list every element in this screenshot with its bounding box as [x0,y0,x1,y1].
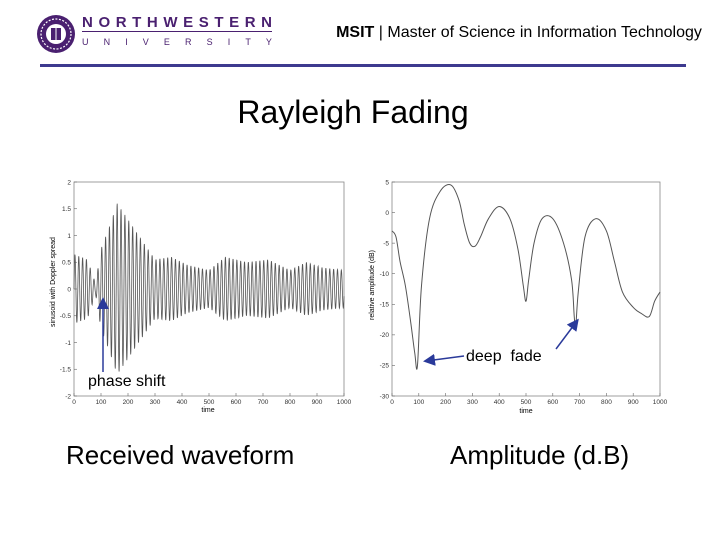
left-y-tick-label: 0 [67,286,71,293]
right-x-axis-label: time [519,408,532,415]
brand-bottom-letter: N [103,37,111,47]
brand-top-letter: E [229,14,240,31]
brand-top-letter: T [132,14,142,31]
left-x-tick-label: 0 [72,399,76,406]
brand-bottom-letter: T [245,37,251,47]
amplitude-db-chart: 0 100 200 300 400 500 600 700 800 900 1000 5 0 -5 -10 -… [369,179,668,415]
left-x-tick-label: 500 [204,399,215,406]
left-y-tick-label: -2 [65,393,71,400]
university-seal-logo [37,15,75,53]
header-title-separator: | [374,24,388,41]
right-x-tick-label: 800 [601,399,612,406]
right-x-tick-label: 700 [574,399,585,406]
right-x-tick-label: 200 [440,399,451,406]
right-x-tick-label: 0 [390,399,394,406]
left-x-tick-label: 400 [177,399,188,406]
right-x-tick-label: 300 [467,399,478,406]
right-y-tick-label: -25 [380,363,390,370]
right-y-tick-label: 5 [385,179,389,186]
left-x-tick-label: 100 [96,399,107,406]
header-rule [40,64,686,67]
brand-bottom-letter: I [227,37,231,47]
right-y-tick-label: -20 [380,332,390,339]
left-y-tick-label: -1 [65,340,71,347]
right-x-tick-label: 1000 [653,399,668,406]
header-title-bold: MSIT [336,24,375,41]
brand-top-letter: T [214,14,224,31]
brand-top-letter: S [198,14,209,31]
right-y-tick-label: -10 [380,271,390,278]
brand-divider [82,31,272,32]
left-x-tick-label: 800 [285,399,296,406]
slide-title: Rayleigh Fading [237,94,469,130]
right-y-axis-label: relative amplitude (dB) [369,250,376,320]
right-x-tick-label: 400 [494,399,505,406]
header-title-rest: Master of Science in Information Technol… [387,24,702,41]
right-x-tick-label: 600 [547,399,558,406]
received-waveform-chart: 0 100 200 300 400 500 600 700 800 900 1000 2 1.5 1 0.5… [50,179,352,414]
left-y-tick-label: 1 [67,233,71,240]
right-y-tick-label: -5 [383,240,389,247]
left-caption: Received waveform [66,440,295,470]
left-y-axis-label: sinusoid with Doppler spread [50,237,57,327]
brand-bottom-letter: Y [265,37,272,47]
brand-top-letter: N [82,14,93,31]
left-y-tick-label: -1.5 [60,367,72,374]
left-y-tick-label: -0.5 [60,313,72,320]
brand-bottom-letter: S [206,37,213,47]
left-x-tick-label: 300 [150,399,161,406]
left-y-tick-label: 2 [67,179,71,186]
brand-top-letter: N [261,14,272,31]
left-x-tick-label: 600 [231,399,242,406]
right-x-tick-label: 500 [521,399,532,406]
phase-shift-label: phase shift [88,373,166,390]
brand-bottom-letter: V [142,37,149,47]
right-x-tick-label: 900 [628,399,639,406]
right-caption: Amplitude (d.B) [450,440,630,470]
brand-top-letter: E [183,14,194,31]
left-y-tick-label: 1.5 [62,206,71,213]
left-x-tick-label: 200 [123,399,134,406]
header-title: MSIT | Master of Science in Information … [300,22,720,44]
brand-bottom-letter: R [185,37,192,47]
waveform-series-line [73,203,345,372]
brand-top-letter: W [163,14,178,31]
brand-bottom-letter: I [125,37,128,47]
left-x-tick-label: 900 [312,399,323,406]
brand-bottom-letter: U [82,37,89,47]
deep-fade-label: deep fade [466,348,542,365]
brand-top-letter: H [146,14,158,31]
amplitude-series-line [391,184,661,370]
right-y-tick-label: -30 [380,393,390,400]
left-y-tick-label: 0.5 [62,260,71,267]
brand-top-letter: R [244,14,256,31]
deep-fade-arrow-right [555,318,579,350]
brand-top-letter: O [98,14,111,31]
right-y-tick-label: -15 [380,302,390,309]
left-x-tick-label: 1000 [337,399,352,406]
left-x-axis-label: time [201,407,214,414]
brand-top-letter: R [115,14,127,31]
right-y-tick-label: 0 [385,210,389,217]
right-x-tick-label: 100 [413,399,424,406]
deep-fade-arrow-left [423,353,465,366]
left-x-tick-label: 700 [258,399,269,406]
brand-bottom-letter: E [163,37,170,47]
